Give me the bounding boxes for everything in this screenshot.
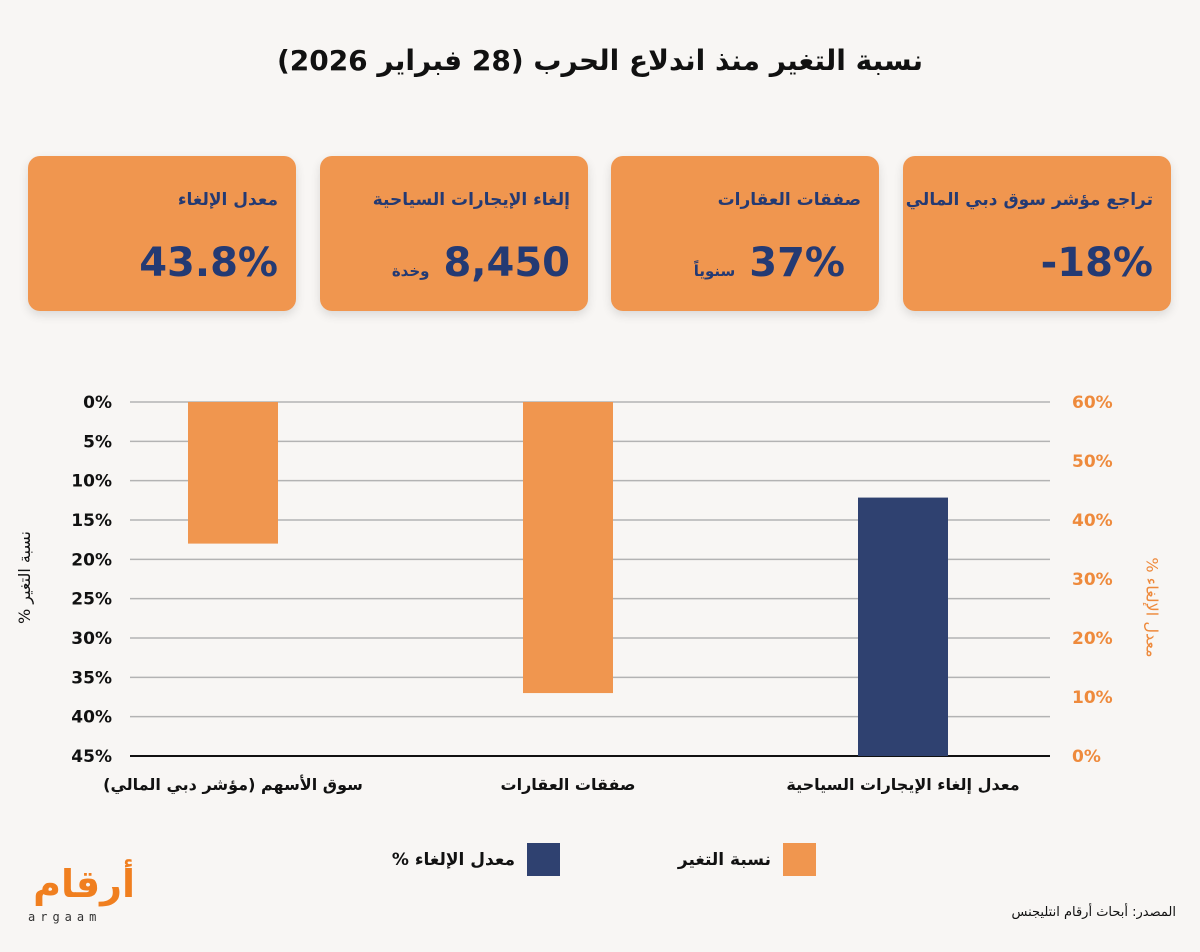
left-tick-label: 15%: [71, 511, 112, 531]
card-value: 43.8%: [139, 240, 278, 286]
left-tick-label: 10%: [71, 472, 112, 492]
card-label: صفقات العقارات: [717, 190, 861, 210]
chart-title: نسبة التغير منذ اندلاع الحرب (28 فبراير …: [276, 44, 924, 77]
source-note: المصدر: أبحاث أرقام انتليجنس: [1011, 905, 1176, 920]
card-unit: سنوياً: [693, 262, 736, 280]
left-tick-label: 30%: [71, 629, 112, 649]
left-axis-title: نسبة التغير %: [15, 530, 35, 625]
legend-swatch-orange: [783, 843, 816, 876]
stat-card-rental-cancellations: إلغاء الإيجارات السياحية 8,450 وخدة: [320, 156, 588, 311]
left-tick-label: 0%: [83, 393, 112, 413]
right-tick-label: 30%: [1072, 570, 1113, 590]
card-label: معدل الإلغاء: [177, 190, 278, 210]
category-label-stocks: سوق الأسهم (مؤشر دبي المالي): [103, 775, 363, 794]
legend-swatch-navy: [527, 843, 560, 876]
card-label: تراجع مؤشر سوق دبي المالي: [905, 190, 1153, 210]
bar: [523, 402, 613, 694]
left-tick-label: 20%: [71, 550, 112, 570]
legend-label: نسبة التغير: [677, 849, 771, 870]
card-value: -18%: [1040, 240, 1153, 286]
logo-arabic: أرقام: [33, 862, 135, 906]
stat-card-real-estate: صفقات العقارات 37% سنوياً: [611, 156, 879, 311]
left-tick-label: 35%: [71, 668, 112, 688]
right-tick-label: 10%: [1072, 688, 1113, 708]
argaam-logo: أرقام argaam: [20, 862, 135, 926]
right-tick-label: 50%: [1072, 452, 1113, 472]
category-label-real-estate: صفقات العقارات: [500, 775, 636, 794]
bar: [188, 402, 278, 544]
card-label: إلغاء الإيجارات السياحية: [372, 190, 570, 210]
card-value: 8,450: [443, 240, 570, 286]
right-tick-label: 0%: [1072, 747, 1101, 767]
logo-latin: argaam: [28, 910, 102, 924]
bar: [858, 497, 948, 756]
bar-chart: 0% 5% 10% 15% 20% 25% 30% 35% 40% 45% 60% 50% 40% 30%…: [71, 393, 1113, 767]
card-value: 37%: [749, 240, 845, 286]
right-tick-label: 20%: [1072, 629, 1113, 649]
right-axis-title: معدل الإلغاء %: [1142, 557, 1162, 658]
right-tick-label: 40%: [1072, 511, 1113, 531]
left-tick-label: 40%: [71, 708, 112, 728]
right-tick-label: 60%: [1072, 393, 1113, 413]
legend-item-change: نسبة التغير: [678, 843, 816, 876]
stat-card-cancellation-rate: معدل الإلغاء 43.8%: [28, 156, 296, 311]
legend-item-cancellation: معدل الإلغاء %: [392, 843, 560, 876]
card-unit: وخدة: [391, 262, 430, 280]
left-tick-label: 45%: [71, 747, 112, 767]
stat-card-dfm: تراجع مؤشر سوق دبي المالي -18%: [903, 156, 1171, 311]
left-tick-label: 5%: [83, 432, 112, 452]
legend-label: معدل الإلغاء %: [391, 849, 515, 870]
left-tick-label: 25%: [71, 590, 112, 610]
category-label-tourism-rentals: معدل إلغاء الإيجارات السياحية: [786, 775, 1020, 794]
